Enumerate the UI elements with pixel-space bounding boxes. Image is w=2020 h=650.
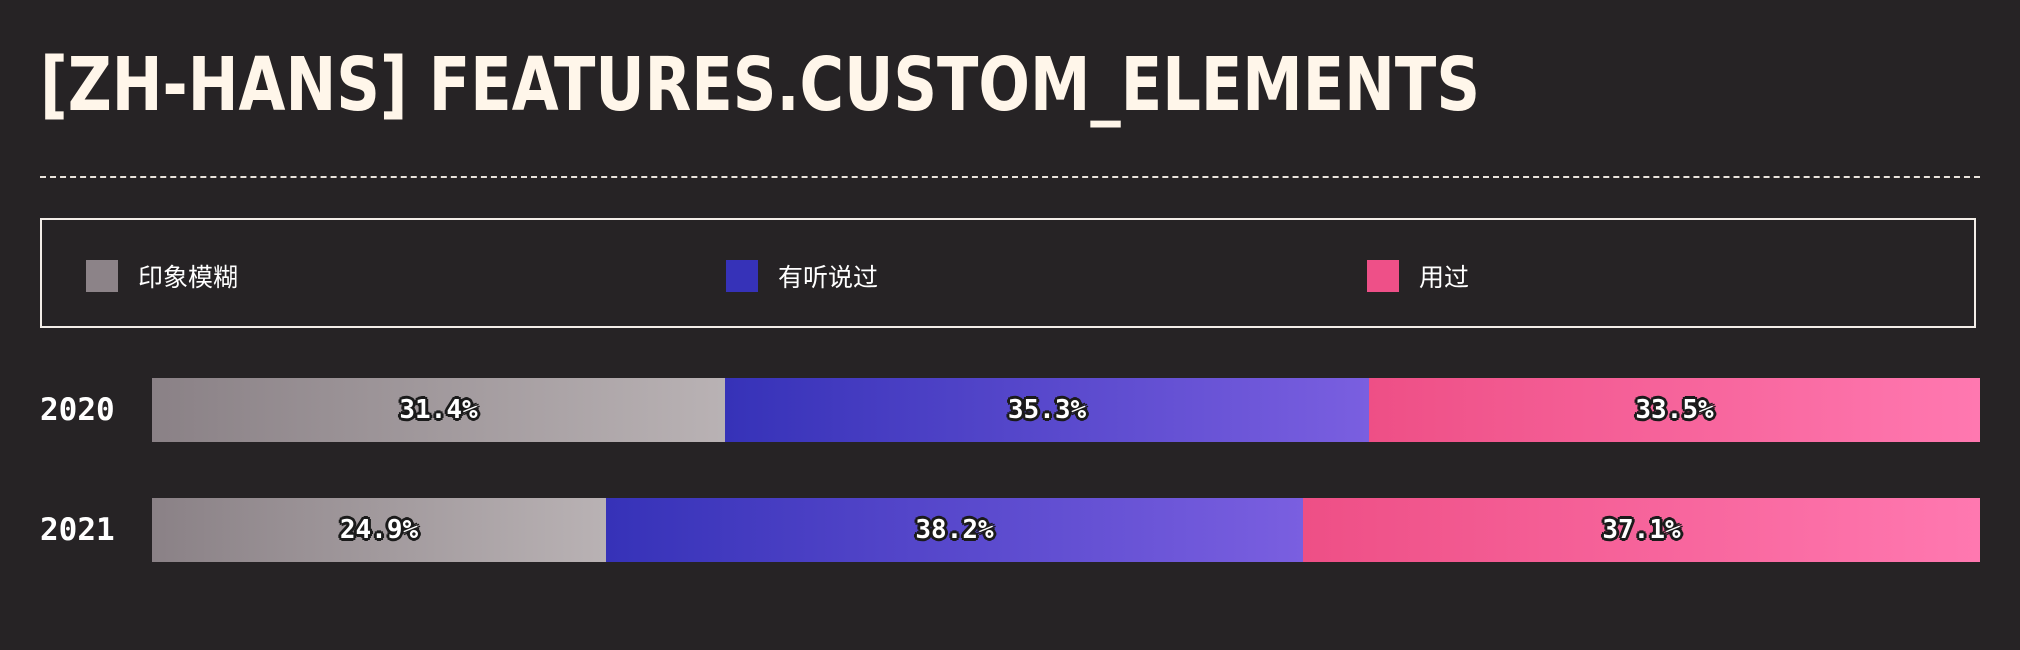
- legend-item-vague[interactable]: 印象模糊: [86, 258, 238, 294]
- legend-label-vague: 印象模糊: [138, 263, 239, 292]
- bar-segment-2020-vague[interactable]: 31.4%: [152, 378, 725, 442]
- legend-swatch-heard: [726, 260, 758, 292]
- data-label-2020-heard: 35.3%: [1007, 395, 1087, 425]
- row-label-2021: 2021: [40, 512, 115, 548]
- data-label-2021-vague: 24.9%: [339, 515, 419, 545]
- data-label-2021-used: 37.1%: [1602, 515, 1681, 545]
- bar-segment-2021-vague[interactable]: 24.9%: [152, 498, 606, 562]
- legend-label-used: 用过: [1419, 263, 1470, 292]
- data-label-2021-heard: 38.2%: [915, 515, 994, 545]
- row-label-2020: 2020: [40, 392, 115, 428]
- legend-swatch-used: [1367, 260, 1399, 292]
- bar-segment-2021-heard[interactable]: 38.2%: [606, 498, 1303, 562]
- bar-segment-2020-heard[interactable]: 35.3%: [725, 378, 1369, 442]
- legend-label-heard: 有听说过: [778, 263, 879, 292]
- legend-item-used[interactable]: 用过: [1367, 258, 1469, 294]
- data-label-2020-vague: 31.4%: [399, 395, 478, 425]
- legend-swatch-vague: [86, 260, 118, 292]
- legend-item-heard[interactable]: 有听说过: [726, 258, 878, 294]
- chart-title: [ZH-HANS] FEATURES.CUSTOM_ELEMENTS: [40, 42, 1481, 128]
- data-label-2020-used: 33.5%: [1635, 395, 1714, 425]
- bar-segment-2021-used[interactable]: 37.1%: [1303, 498, 1980, 562]
- legend: 印象模糊 有听说过 用过: [40, 218, 1976, 328]
- title-divider: [40, 176, 1980, 178]
- bar-segment-2020-used[interactable]: 33.5%: [1369, 378, 1980, 442]
